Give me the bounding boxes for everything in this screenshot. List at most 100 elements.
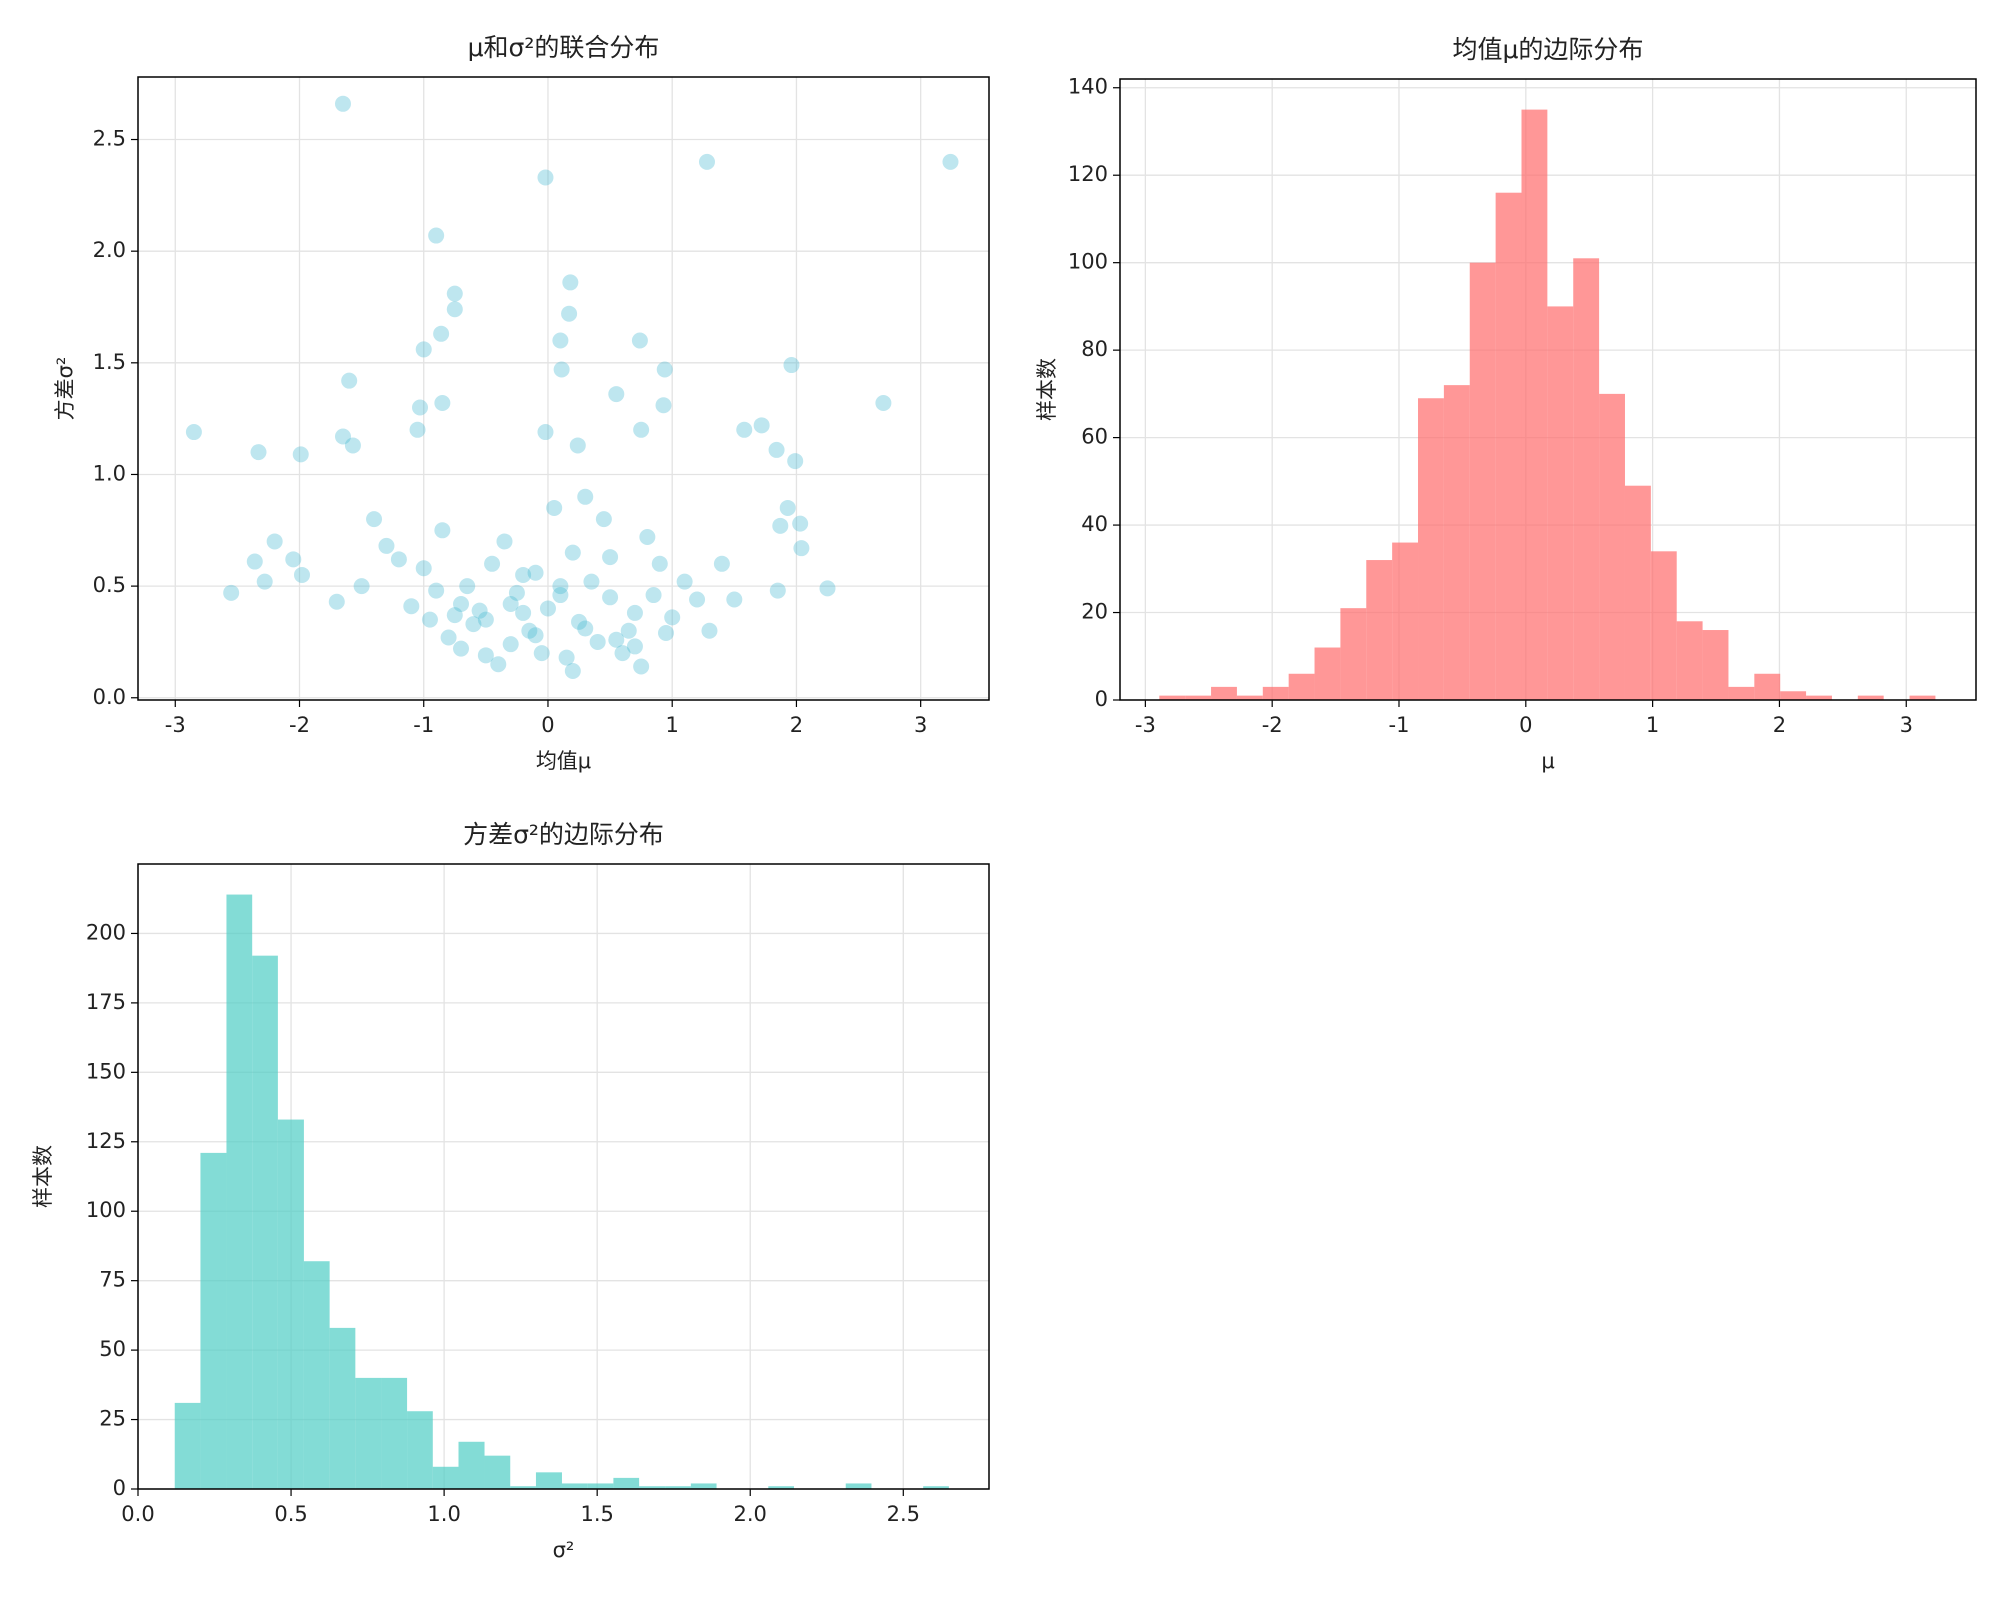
point [701, 622, 718, 639]
bar [1469, 262, 1496, 700]
point [651, 555, 668, 572]
point [344, 437, 361, 454]
point [552, 332, 569, 349]
axes-frame [1119, 78, 1977, 701]
bar [432, 1466, 459, 1489]
y-axis-label: 样本数 [31, 1145, 55, 1208]
y-tick-label: 150 [86, 1059, 126, 1083]
x-tick-label: 0 [541, 713, 554, 737]
point [875, 395, 892, 412]
bar [1909, 695, 1936, 700]
y-tick-label: 100 [86, 1198, 126, 1222]
point [792, 515, 809, 532]
y-tick-label: 1.5 [93, 350, 126, 374]
bar [690, 1483, 717, 1489]
y-tick-label: 80 [1081, 337, 1108, 361]
point [577, 488, 594, 505]
point [608, 386, 625, 403]
x-tick-label: 0.5 [274, 1502, 307, 1526]
bar [1624, 485, 1651, 700]
bar [484, 1455, 511, 1489]
axes-frame [137, 76, 990, 701]
point [633, 421, 650, 438]
x-tick-label: 0 [1519, 713, 1532, 737]
bar [1573, 258, 1600, 700]
point [446, 301, 463, 318]
y-tick-label: 125 [86, 1129, 126, 1153]
x-tick-label: 1.0 [427, 1502, 460, 1526]
point [664, 609, 681, 626]
x-tick-label: 0.0 [121, 1502, 154, 1526]
y-tick-label: 25 [99, 1407, 126, 1431]
bar [665, 1486, 691, 1489]
point [614, 645, 631, 662]
point [595, 511, 612, 528]
y-tick-label: 50 [99, 1337, 126, 1361]
point [185, 424, 202, 441]
bar [587, 1483, 614, 1489]
x-tick-label: 2.0 [734, 1502, 767, 1526]
y-tick-label: 1.0 [93, 461, 126, 485]
point [490, 656, 507, 673]
point [223, 584, 240, 601]
point [552, 587, 569, 604]
bar [561, 1483, 588, 1489]
point [942, 153, 959, 170]
bar [1443, 385, 1470, 700]
y-axis-label: 样本数 [1035, 358, 1059, 421]
bar [1806, 695, 1832, 700]
point [571, 613, 588, 630]
x-tick-label: -1 [413, 713, 434, 737]
bar [200, 1152, 227, 1489]
x-axis-label: σ² [553, 1538, 575, 1562]
point [602, 589, 619, 606]
point [378, 537, 395, 554]
point [736, 421, 753, 438]
point [552, 578, 569, 595]
point [768, 441, 785, 458]
bar [1211, 686, 1237, 700]
point [583, 573, 600, 590]
point [819, 580, 836, 597]
point [561, 305, 578, 322]
point [676, 573, 693, 590]
point [515, 566, 532, 583]
point [428, 227, 445, 244]
point [787, 453, 804, 470]
point [465, 616, 482, 633]
point [527, 627, 544, 644]
point [334, 428, 351, 445]
point [508, 584, 525, 601]
point [713, 555, 730, 572]
point [412, 399, 429, 416]
point [292, 446, 309, 463]
x-tick-label: 3 [1900, 713, 1913, 737]
point [434, 395, 451, 412]
point [434, 522, 451, 539]
point [328, 593, 345, 610]
point [689, 591, 706, 608]
bar [303, 1261, 330, 1489]
x-tick-label: -2 [1262, 713, 1283, 737]
point [471, 602, 488, 619]
point [459, 578, 476, 595]
y-tick-label: 200 [86, 920, 126, 944]
bar [1521, 109, 1548, 701]
point [589, 633, 606, 650]
bar [923, 1486, 949, 1489]
y-axis-label: 方差σ² [53, 357, 77, 421]
bar [1262, 686, 1289, 700]
point [453, 595, 470, 612]
point [639, 528, 656, 545]
x-tick-label: -1 [1389, 713, 1410, 737]
point [726, 591, 743, 608]
bar [329, 1327, 356, 1489]
bar [1547, 306, 1574, 700]
y-tick-label: 40 [1081, 512, 1108, 536]
bar [1236, 695, 1263, 700]
point [484, 555, 501, 572]
point [415, 341, 432, 358]
y-tick-label: 175 [86, 990, 126, 1014]
bar [226, 894, 253, 1489]
point [620, 622, 637, 639]
